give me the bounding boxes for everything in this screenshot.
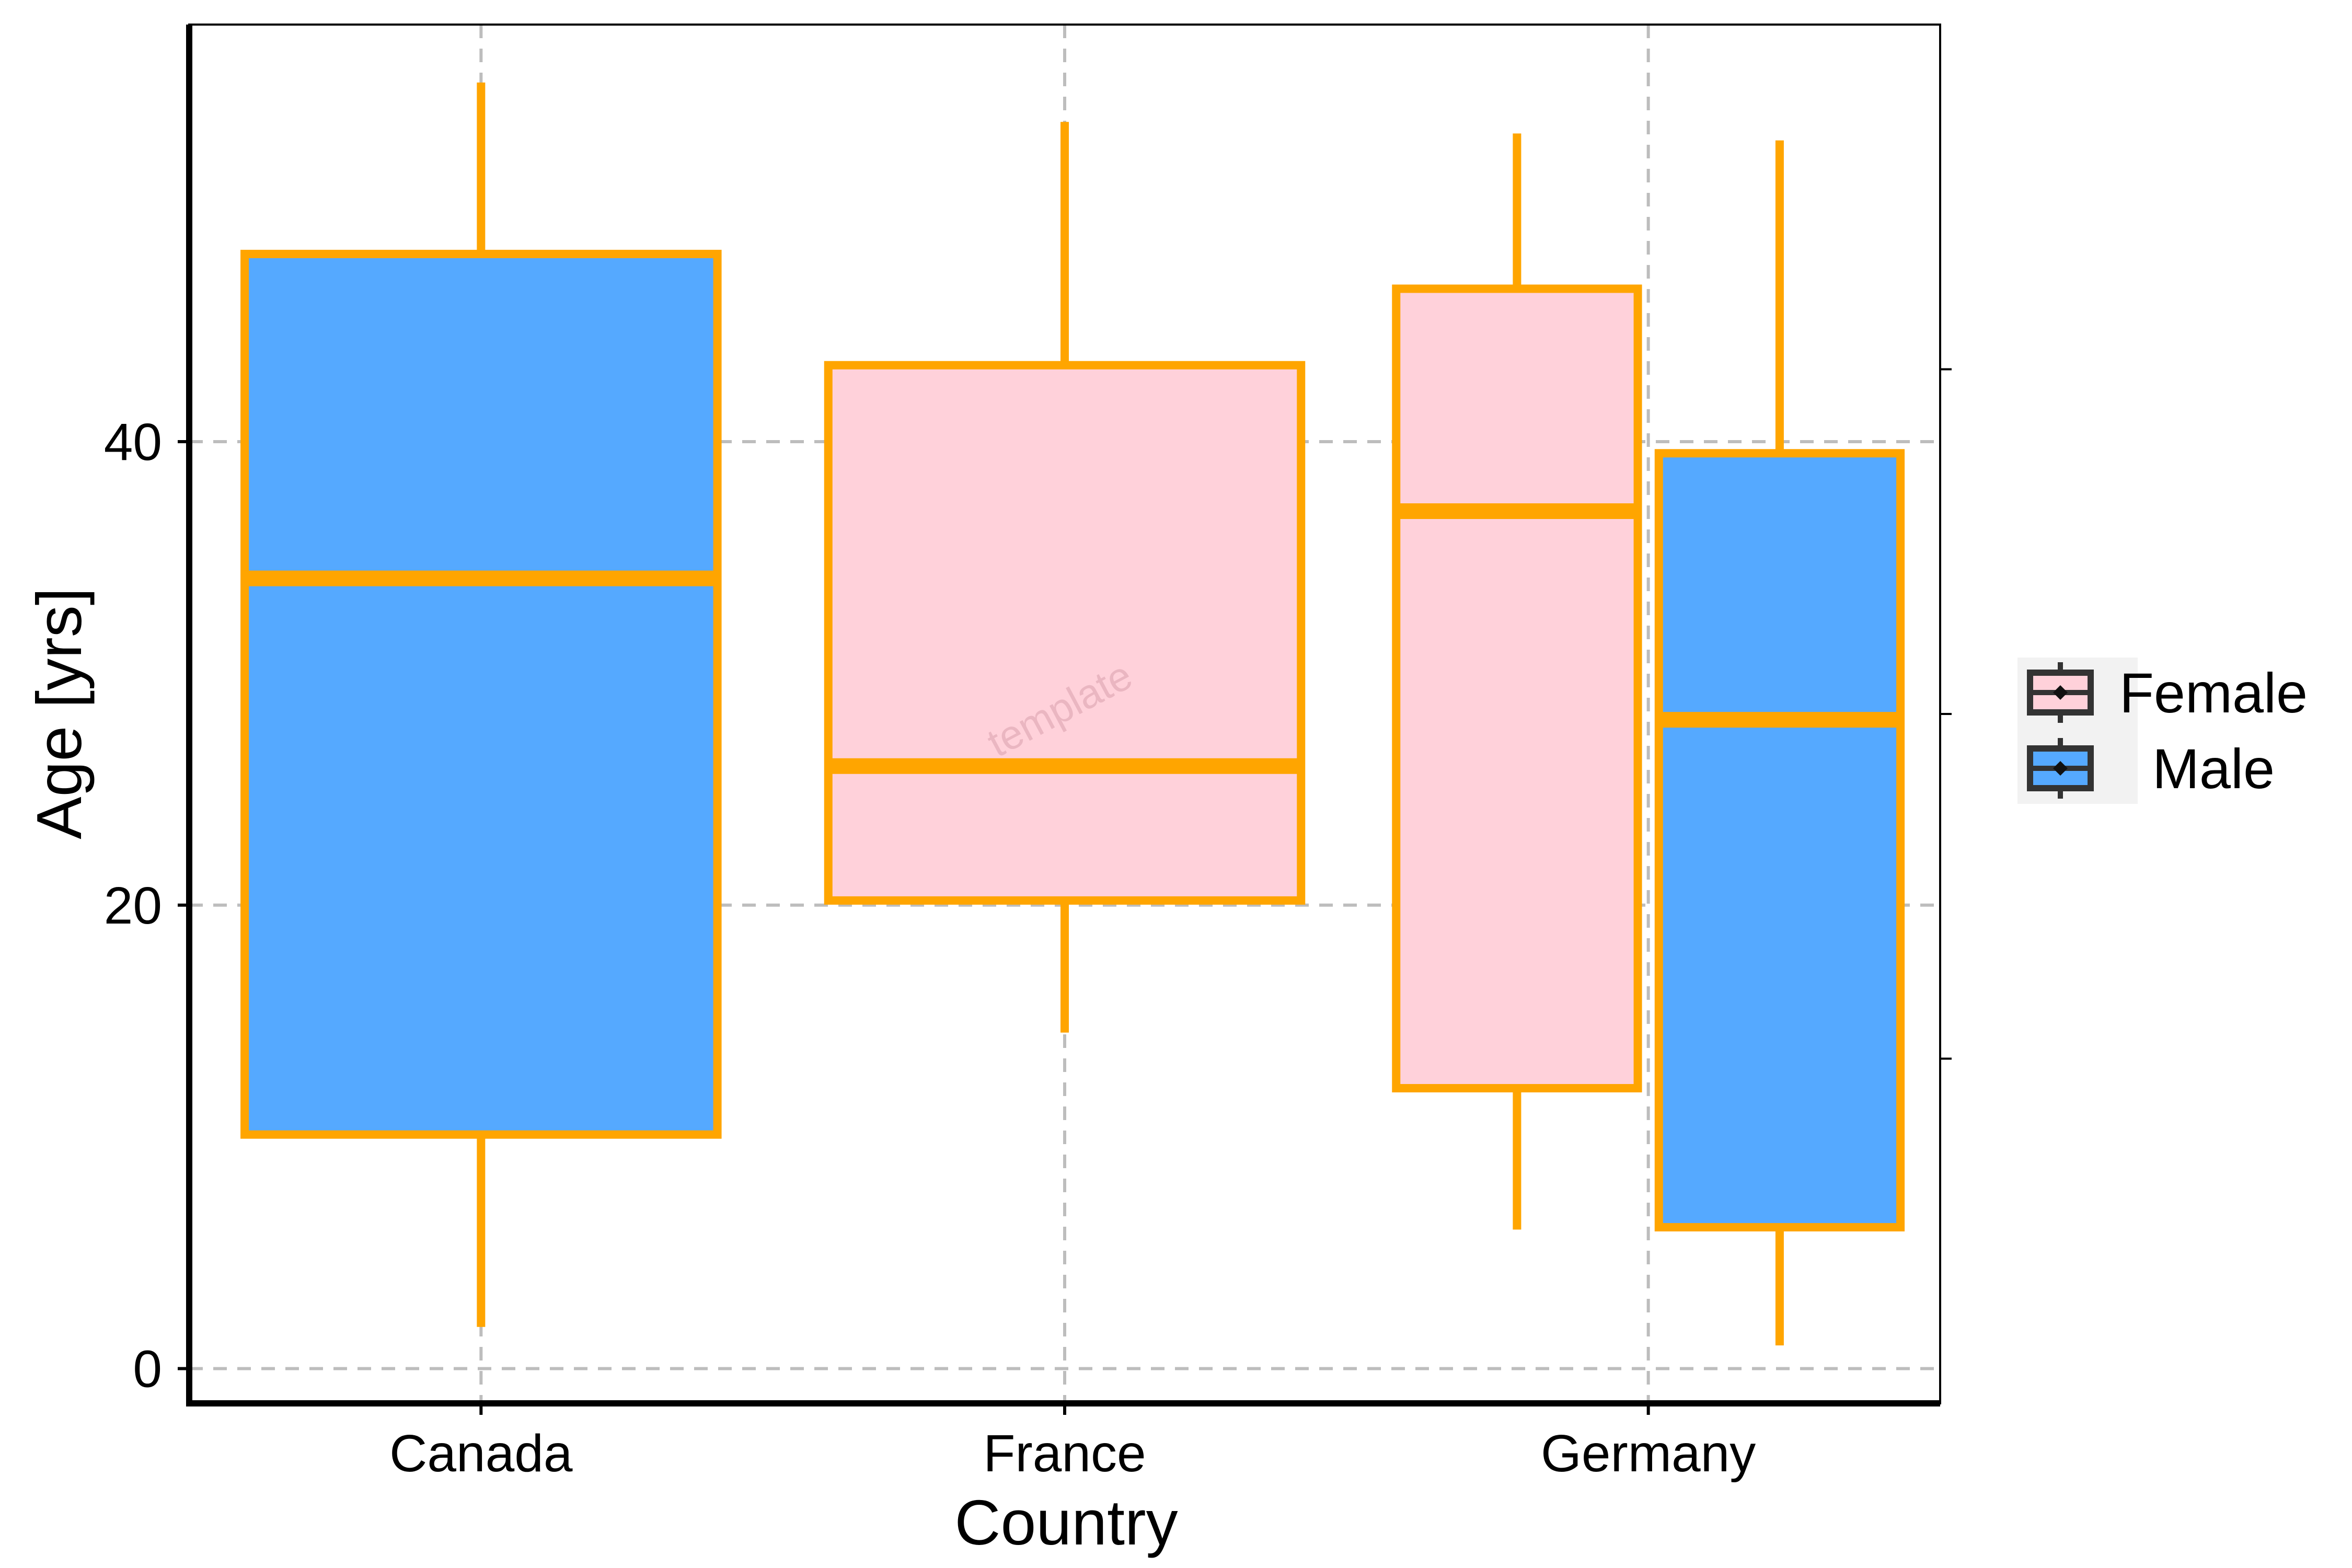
x-tick-label-2: Germany	[1541, 1424, 1756, 1483]
box-body	[1392, 284, 1642, 1093]
box-body	[240, 249, 722, 1139]
box-body	[824, 361, 1306, 905]
y-tick-label-40: 40	[104, 413, 162, 471]
legend-diamond-icon	[2053, 685, 2068, 700]
axes	[178, 24, 1952, 1415]
legend-diamond-icon	[2053, 761, 2068, 776]
box-canada-male	[240, 82, 722, 1327]
legend-label-female: Female	[2119, 661, 2308, 724]
box-germany-female	[1392, 133, 1642, 1230]
box-layer	[240, 82, 1905, 1346]
y-axis-title: Age [yrs]	[24, 587, 95, 839]
x-tick-labels: Canada France Germany	[389, 1424, 1756, 1483]
y-tick-label-0: 0	[133, 1340, 162, 1398]
legend-item-male: Male	[2027, 737, 2275, 800]
y-tick-labels: 0 20 40	[104, 413, 162, 1398]
legend: Female Male	[2017, 658, 2308, 804]
legend-label-male: Male	[2152, 737, 2275, 800]
y-tick-label-20: 20	[104, 877, 162, 935]
x-axis-title: Country	[954, 1487, 1178, 1558]
legend-item-female: Female	[2027, 661, 2308, 724]
x-tick-label-0: Canada	[389, 1424, 573, 1483]
box-france-female	[824, 122, 1306, 1033]
box-body	[1654, 449, 1905, 1232]
box-germany-male	[1654, 140, 1905, 1346]
x-tick-label-1: France	[983, 1424, 1146, 1483]
